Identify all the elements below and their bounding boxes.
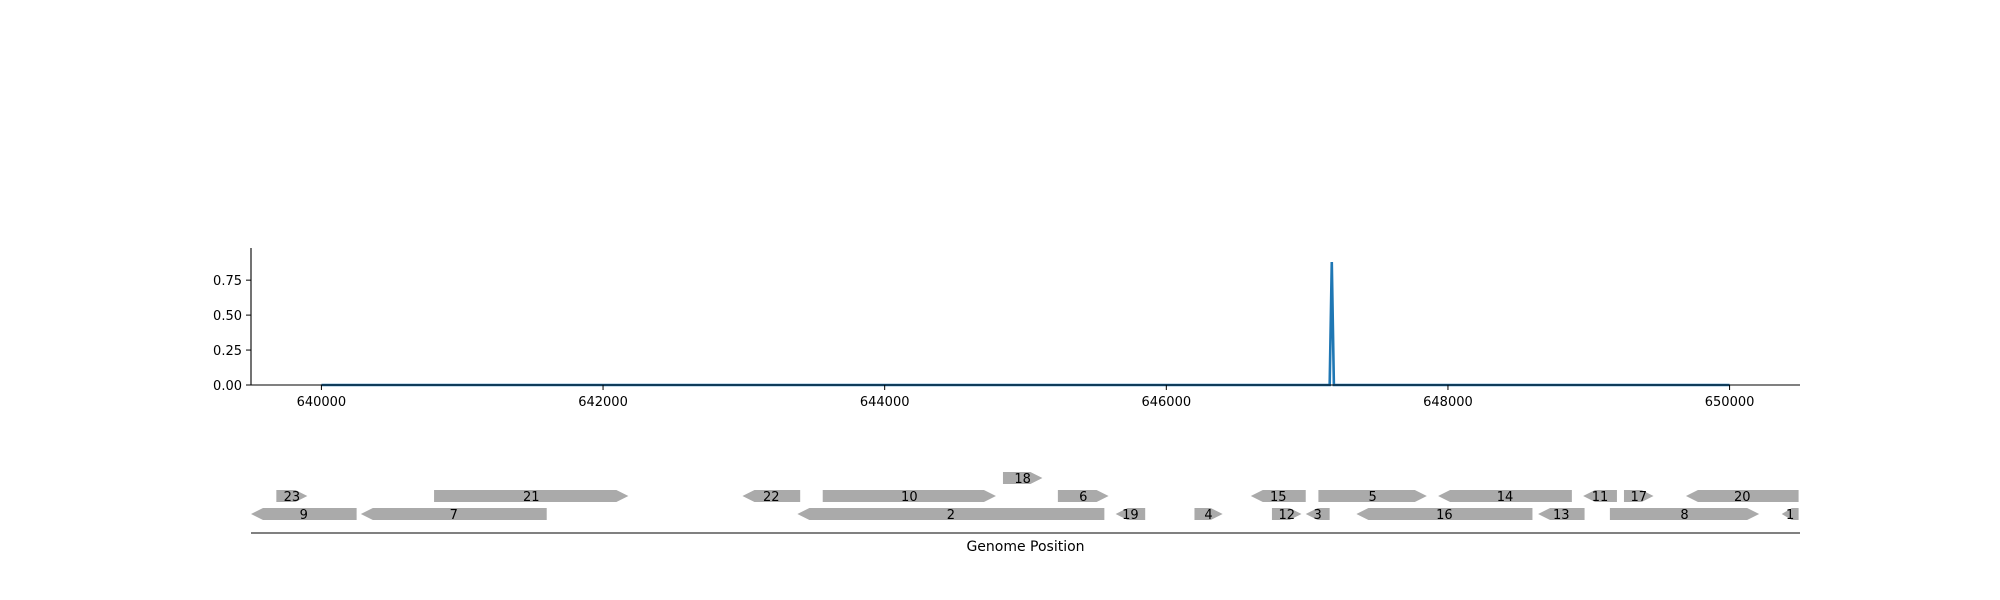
gene-feature-label: 23	[284, 490, 301, 505]
gene-feature-label: 13	[1553, 508, 1570, 523]
gene-feature-2: 2	[797, 508, 1105, 523]
gene-feature-label: 15	[1270, 490, 1287, 505]
coverage-plot: 640000 642000 644000 646000 648000 650000 0.0…	[213, 248, 1800, 410]
gene-feature-arrow	[276, 490, 308, 502]
x-tick-label: 644000	[860, 395, 910, 410]
gene-feature-6: 6	[1057, 490, 1109, 505]
x-axis-ticks: 640000 642000 644000 646000 648000 650000	[297, 385, 1755, 410]
x-tick-label: 646000	[1141, 395, 1191, 410]
gene-feature-20: 20	[1685, 490, 1799, 505]
gene-feature-arrow	[1002, 472, 1043, 484]
gene-feature-arrow	[822, 490, 996, 502]
gene-feature-3: 3	[1305, 508, 1330, 523]
gene-feature-arrow	[434, 490, 629, 502]
y-axis-ticks: 0.00 0.25 0.50 0.75	[213, 274, 251, 394]
gene-feature-16: 16	[1356, 508, 1533, 523]
gene-feature-label: 19	[1122, 508, 1139, 523]
y-tick-label: 0.75	[213, 274, 242, 289]
gene-feature-arrow	[1685, 490, 1799, 502]
gene-feature-arrow	[251, 508, 357, 520]
gene-feature-label: 22	[763, 490, 780, 505]
gene-feature-label: 14	[1497, 490, 1514, 505]
x-tick-label: 642000	[578, 395, 628, 410]
gene-feature-label: 12	[1278, 508, 1295, 523]
gene-feature-arrow	[1318, 490, 1427, 502]
gene-feature-arrow	[742, 490, 801, 502]
gene-feature-label: 16	[1436, 508, 1453, 523]
gene-feature-label: 4	[1204, 508, 1212, 523]
gene-feature-arrow	[1250, 490, 1306, 502]
gene-feature-arrow	[1194, 508, 1223, 520]
y-tick-label: 0.25	[213, 344, 242, 359]
x-tick-label: 640000	[297, 395, 347, 410]
gene-feature-arrow	[1538, 508, 1585, 520]
gene-feature-label: 1	[1786, 508, 1794, 523]
gene-feature-21: 21	[434, 490, 629, 505]
gene-feature-18: 18	[1002, 472, 1043, 487]
gene-feature-8: 8	[1609, 508, 1760, 523]
gene-feature-label: 8	[1680, 508, 1688, 523]
gene-feature-arrow	[1305, 508, 1330, 520]
gene-feature-15: 15	[1250, 490, 1306, 505]
gene-feature-11: 11	[1583, 490, 1617, 505]
coverage-line-0	[321, 261, 1730, 387]
gene-feature-arrow	[360, 508, 547, 520]
gene-feature-17: 17	[1623, 490, 1654, 505]
gene-feature-23: 23	[276, 490, 308, 505]
gene-feature-label: 7	[450, 508, 458, 523]
coverage-series-group	[321, 261, 1730, 387]
gene-feature-arrow	[1115, 508, 1146, 520]
y-tick-label: 0.50	[213, 309, 242, 324]
gene-feature-arrow	[1438, 490, 1572, 502]
gene-feature-label: 11	[1592, 490, 1609, 505]
gene-feature-22: 22	[742, 490, 801, 505]
x-tick-label: 648000	[1423, 395, 1473, 410]
gene-feature-1: 1	[1781, 508, 1799, 523]
gene-feature-10: 10	[822, 490, 996, 505]
gene-feature-arrow	[1271, 508, 1302, 520]
y-tick-label: 0.00	[213, 379, 242, 394]
gene-feature-label: 20	[1734, 490, 1751, 505]
gene-feature-label: 3	[1314, 508, 1322, 523]
gene-feature-label: 18	[1014, 472, 1031, 487]
gene-feature-label: 5	[1368, 490, 1376, 505]
gene-feature-19: 19	[1115, 508, 1146, 523]
gene-feature-label: 10	[901, 490, 918, 505]
x-tick-label: 650000	[1705, 395, 1755, 410]
gene-feature-9: 9	[251, 508, 357, 523]
gene-feature-label: 21	[523, 490, 540, 505]
gene-feature-label: 2	[947, 508, 955, 523]
gene-feature-arrow	[1057, 490, 1109, 502]
gene-track-x-axis-label: Genome Position	[966, 539, 1084, 555]
gene-feature-14: 14	[1438, 490, 1572, 505]
gene-feature-arrow	[1609, 508, 1760, 520]
gene-feature-label: 9	[300, 508, 308, 523]
gene-feature-label: 17	[1630, 490, 1647, 505]
gene-feature-arrow	[1356, 508, 1533, 520]
gene-feature-arrow	[1623, 490, 1654, 502]
gene-feature-7: 7	[360, 508, 547, 523]
gene-feature-4: 4	[1194, 508, 1223, 523]
gene-feature-13: 13	[1538, 508, 1585, 523]
gene-feature-arrow	[1583, 490, 1617, 502]
gene-feature-12: 12	[1271, 508, 1302, 523]
gene-feature-arrow	[797, 508, 1105, 520]
gene-feature-arrow	[1781, 508, 1799, 520]
gene-feature-label: 6	[1079, 490, 1087, 505]
gene-feature-5: 5	[1318, 490, 1427, 505]
